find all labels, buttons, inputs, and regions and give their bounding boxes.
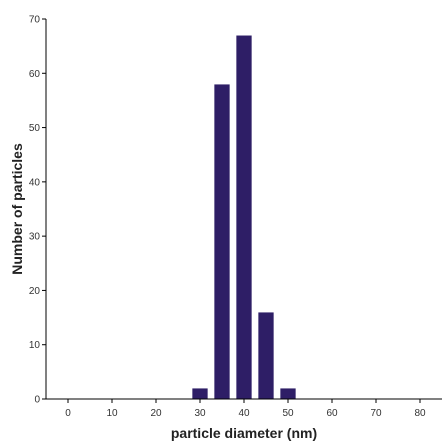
bar-30: [191, 387, 209, 400]
y-tick-label: 40: [29, 177, 41, 188]
y-tick-label: 50: [29, 123, 41, 134]
y-ticks-group: 0 10 20 30 40 50 60 70: [29, 15, 46, 406]
x-tick-label: 70: [370, 408, 382, 419]
bars-group: [191, 35, 297, 400]
bar-40: [235, 35, 253, 400]
bar-50: [279, 387, 297, 400]
y-tick-label: 30: [29, 232, 41, 243]
x-tick-label: 80: [414, 408, 426, 419]
y-tick-label: 60: [29, 69, 41, 80]
x-tick-label: 20: [150, 408, 162, 419]
y-tick-label: 20: [29, 286, 41, 297]
x-tick-label: 10: [106, 408, 118, 419]
x-tick-label: 60: [326, 408, 338, 419]
x-axis-title: particle diameter (nm): [171, 425, 317, 441]
y-axis-title: Number of particles: [9, 143, 25, 275]
x-ticks-group: 0 10 20 30 40 50 60 70 80: [65, 399, 426, 419]
x-tick-label: 50: [282, 408, 294, 419]
bar-45: [257, 311, 275, 400]
x-tick-label: 0: [65, 408, 71, 419]
bar-35: [213, 83, 231, 400]
x-tick-label: 30: [194, 408, 206, 419]
y-tick-label: 0: [34, 395, 40, 406]
y-tick-label: 70: [29, 15, 41, 26]
y-tick-label: 10: [29, 340, 41, 351]
x-tick-label: 40: [238, 408, 250, 419]
